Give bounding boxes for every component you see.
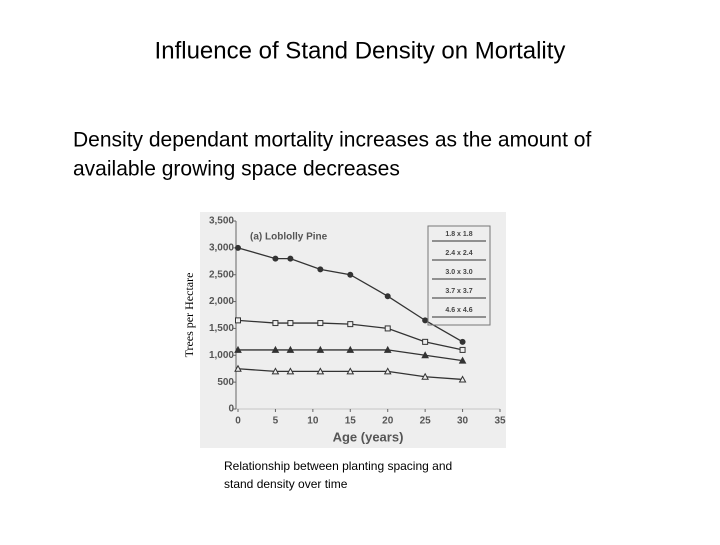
legend-label: 4.6 x 4.6 <box>445 307 472 314</box>
y-tick-label: 0 <box>228 404 234 415</box>
y-tick-label: 3,000 <box>209 242 234 253</box>
point <box>234 345 242 353</box>
point <box>459 346 466 353</box>
point <box>234 364 242 372</box>
series-line <box>238 349 463 362</box>
point <box>271 367 280 375</box>
legend-label: 3.0 x 3.0 <box>445 269 472 276</box>
legend-label: 3.7 x 3.7 <box>445 288 472 295</box>
legend-box <box>427 225 491 326</box>
y-tick-label: 2,000 <box>209 296 234 307</box>
point <box>347 321 354 328</box>
point <box>317 266 324 273</box>
point <box>316 345 325 353</box>
x-tick-label: 10 <box>307 416 319 427</box>
legend-label: 2.4 x 2.4 <box>445 250 472 257</box>
point <box>286 367 295 375</box>
y-tick-label: 3,500 <box>209 216 234 227</box>
point <box>317 320 324 327</box>
point <box>272 255 279 262</box>
x-tick-label: 5 <box>273 416 279 427</box>
point <box>421 351 429 359</box>
point <box>347 271 354 278</box>
caption: Relationship between planting spacing an… <box>224 459 452 473</box>
x-tick-label: 15 <box>345 416 357 427</box>
point <box>287 320 294 327</box>
point <box>316 367 325 375</box>
point <box>458 356 467 364</box>
y-tick-label: 500 <box>217 377 234 388</box>
point <box>235 317 241 324</box>
x-tick-label: 35 <box>494 416 506 427</box>
point <box>286 345 295 353</box>
chart-title: (a) Loblolly Pine <box>250 232 328 243</box>
point <box>422 338 429 345</box>
point <box>346 367 355 375</box>
series-line <box>237 368 463 381</box>
point <box>346 345 355 353</box>
point <box>272 320 279 327</box>
point <box>459 338 466 345</box>
point <box>384 325 391 332</box>
slide-text: available growing space decreases <box>73 158 400 181</box>
x-axis-label: Age (years) <box>333 429 404 444</box>
point <box>421 372 429 380</box>
point <box>287 255 294 262</box>
slide-text: Density dependant mortality increases as… <box>73 129 591 152</box>
slide-title: Influence of Stand Density on Mortality <box>155 37 566 64</box>
point <box>384 293 391 300</box>
point <box>383 345 392 353</box>
point <box>383 367 392 375</box>
x-tick-label: 20 <box>382 416 394 427</box>
x-tick-label: 25 <box>420 416 432 427</box>
caption: stand density over time <box>224 477 348 491</box>
y-axis-label: Trees per Hectare <box>182 273 196 358</box>
legend-label: 1.8 x 1.8 <box>445 231 472 238</box>
point <box>235 244 241 251</box>
y-tick-label: 1,000 <box>209 350 234 361</box>
chart-background <box>200 212 506 448</box>
y-tick-label: 2,500 <box>209 269 234 280</box>
point <box>422 317 429 324</box>
x-tick-label: 0 <box>235 416 241 427</box>
y-tick-label: 1,500 <box>209 323 234 334</box>
x-tick-label: 30 <box>457 416 469 427</box>
point <box>458 375 467 383</box>
point <box>271 345 280 353</box>
